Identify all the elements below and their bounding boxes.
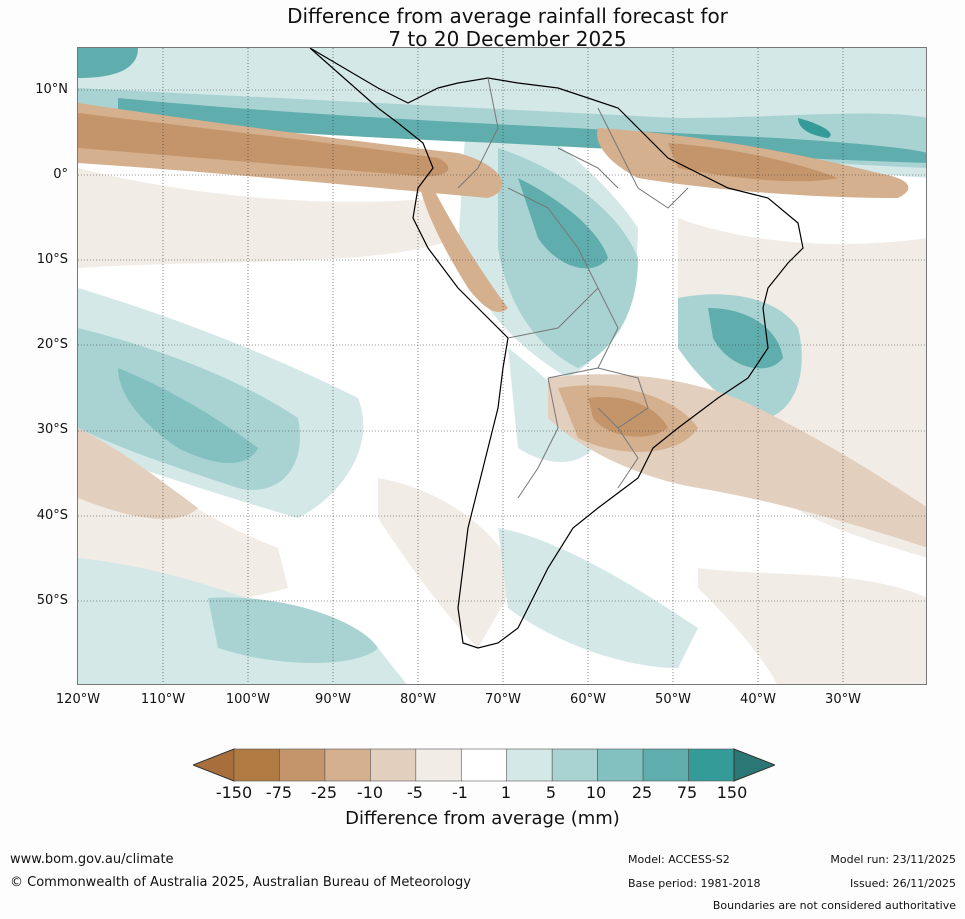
rainfall-anomaly-map	[77, 47, 927, 685]
latitude-label: 0°	[53, 167, 68, 182]
longitude-label: 70°W	[485, 692, 521, 707]
anomaly-region	[118, 368, 258, 463]
latitude-label: 10°S	[36, 252, 68, 267]
anomaly-region	[378, 478, 518, 648]
latitude-label: 30°S	[36, 422, 68, 437]
latitude-label: 50°S	[36, 593, 68, 608]
colorbar-tick-label: -10	[356, 783, 384, 802]
longitude-label: 40°W	[740, 692, 776, 707]
anomaly-region	[78, 428, 198, 519]
anomaly-region	[668, 143, 838, 182]
longitude-label: 120°W	[55, 692, 101, 707]
colorbar-title-row: Difference from average (mm)	[0, 808, 965, 829]
anomaly-region	[208, 597, 378, 663]
map-title-line-1: Difference from average rainfall forecas…	[287, 4, 728, 28]
anomaly-region	[78, 48, 138, 78]
longitude-label: 30°W	[825, 692, 861, 707]
latitude-label: 40°S	[36, 508, 68, 523]
colorbar-max-extend	[733, 748, 775, 782]
longitude-label: 60°W	[570, 692, 606, 707]
anomaly-region	[78, 168, 458, 268]
anomaly-region	[418, 178, 508, 312]
south-america-coastline	[309, 48, 804, 649]
base-period: Base period: 1981-2018	[628, 877, 761, 890]
issued-date: Issued: 26/11/2025	[849, 877, 956, 890]
colorbar-min-extend	[193, 748, 235, 782]
model-run-date: Model run: 23/11/2025	[830, 853, 956, 866]
colorbar-segment	[233, 748, 280, 782]
colorbar-segment	[279, 748, 326, 782]
latitude-label: 20°S	[36, 337, 68, 352]
colorbar-tick-label: 150	[716, 783, 748, 802]
anomaly-region	[798, 118, 831, 138]
colorbar-segment	[324, 748, 371, 782]
colorbar-tick-label: 10	[585, 783, 607, 802]
copyright-notice: © Commonwealth of Australia 2025, Austra…	[10, 875, 471, 890]
country-borders	[457, 77, 689, 499]
website-url[interactable]: www.bom.gov.au/climate	[10, 852, 174, 867]
graticule	[78, 48, 926, 684]
colorbar-tick-label: -25	[310, 783, 338, 802]
longitude-label: 80°W	[400, 692, 436, 707]
longitude-label: 90°W	[315, 692, 351, 707]
latitude-label: 10°N	[35, 82, 68, 97]
colorbar-tick-label: 25	[631, 783, 653, 802]
anomaly-region	[78, 113, 449, 177]
colorbar	[193, 748, 775, 782]
longitude-label: 100°W	[225, 692, 271, 707]
colorbar-tick-label: 75	[676, 783, 698, 802]
anomaly-region	[588, 397, 668, 437]
colorbar-segment	[460, 748, 508, 782]
model-name: Model: ACCESS-S2	[628, 853, 730, 866]
colorbar-title: Difference from average (mm)	[345, 808, 620, 829]
colorbar-tick-label: -1	[452, 783, 468, 802]
anomaly-region	[698, 568, 926, 684]
anomaly-region	[498, 528, 698, 668]
colorbar-segment	[642, 748, 689, 782]
colorbar-segment	[551, 748, 598, 782]
colorbar-segment	[370, 748, 417, 782]
colorbar-tick-label: 5	[545, 783, 557, 802]
longitude-label: 50°W	[655, 692, 691, 707]
colorbar-tick-label: -5	[407, 783, 423, 802]
boundary-disclaimer: Boundaries are not considered authoritat…	[712, 899, 956, 912]
colorbar-tick-label: -75	[265, 783, 293, 802]
colorbar-tick-label: 1	[500, 783, 512, 802]
colorbar-segment	[506, 748, 553, 782]
colorbar-segment	[688, 748, 735, 782]
longitude-label: 110°W	[140, 692, 186, 707]
colorbar-tick-label: -150	[215, 783, 253, 802]
anomaly-region	[518, 178, 608, 269]
colorbar-segment	[597, 748, 644, 782]
colorbar-segment	[415, 748, 462, 782]
